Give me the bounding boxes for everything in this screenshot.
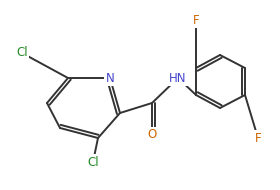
- Text: HN: HN: [169, 71, 187, 85]
- Text: Cl: Cl: [87, 155, 99, 169]
- Text: N: N: [106, 71, 114, 85]
- Text: F: F: [255, 131, 261, 145]
- Text: O: O: [147, 128, 157, 142]
- Text: F: F: [193, 13, 199, 26]
- Text: Cl: Cl: [16, 47, 28, 59]
